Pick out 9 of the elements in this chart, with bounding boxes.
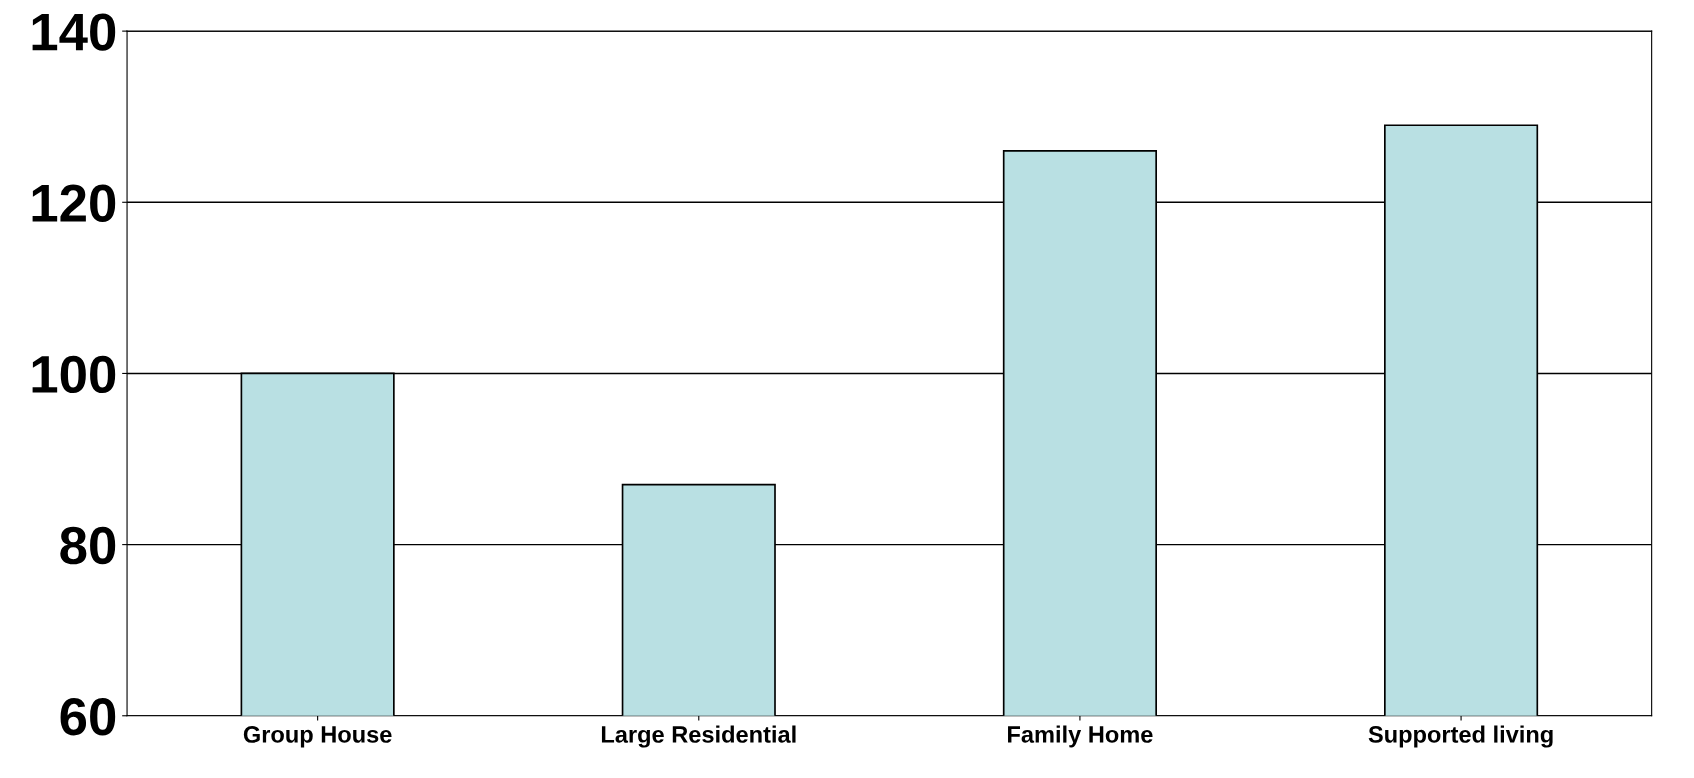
y-tick-label: 80 <box>60 526 116 565</box>
x-tick-label: Supported living <box>1368 725 1553 748</box>
y-tick-label: 120 <box>32 184 116 222</box>
x-tick-label: Family Home <box>1008 725 1153 748</box>
x-tick-label: Group House <box>243 726 392 748</box>
x-tick-label: Large Residential <box>601 725 796 748</box>
y-tick-label: 100 <box>32 355 116 394</box>
y-tick-label: 140 <box>32 13 116 51</box>
y-tick-label: 60 <box>60 698 116 736</box>
